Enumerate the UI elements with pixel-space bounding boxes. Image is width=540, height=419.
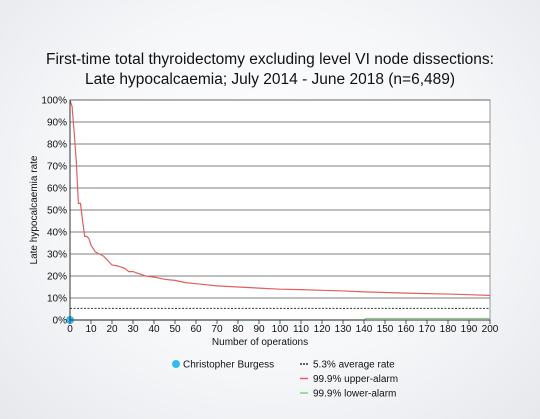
x-tick-label: 50 bbox=[169, 324, 181, 335]
y-tick-label: 30% bbox=[47, 250, 67, 261]
x-tick-label: 80 bbox=[232, 324, 244, 335]
series-line bbox=[69, 99, 491, 296]
x-tick-label: 40 bbox=[148, 324, 160, 335]
x-tick-label: 170 bbox=[419, 324, 436, 335]
x-tick-label: 110 bbox=[293, 324, 309, 335]
y-tick-label: 50% bbox=[47, 206, 67, 217]
x-tick-label: 140 bbox=[356, 324, 373, 335]
x-tick-label: 10 bbox=[85, 324, 97, 335]
y-tick-label: 40% bbox=[47, 228, 67, 239]
y-tick-label: 20% bbox=[47, 272, 67, 283]
x-tick-label: 90 bbox=[253, 324, 265, 335]
y-tick-label: 80% bbox=[47, 140, 67, 151]
x-tick-label: 100 bbox=[272, 324, 289, 335]
legend-label-series: 99.9% upper-alarm bbox=[313, 374, 398, 385]
x-tick-label: 120 bbox=[314, 324, 331, 335]
y-tick-label: 10% bbox=[47, 294, 67, 305]
x-tick-label: 30 bbox=[127, 324, 139, 335]
legend-marker-point bbox=[172, 360, 180, 368]
x-tick-label: 180 bbox=[440, 324, 457, 335]
legend-layer: Christopher Burgess 5.3% average rate 99.9… bbox=[172, 360, 398, 400]
y-axis-label: Late hypocalcaemia rate bbox=[29, 155, 40, 264]
y-tick-label: 70% bbox=[47, 162, 67, 173]
x-tick-label: 190 bbox=[461, 324, 478, 335]
x-tick-label: 200 bbox=[482, 324, 499, 335]
axis-layer: 0% 10% 20% 30% 40% 50% 60% 70% 80% 90% 100% 0 10 20 30… bbox=[29, 96, 499, 349]
x-tick-label: 70 bbox=[211, 324, 223, 335]
x-tick-label: 60 bbox=[190, 324, 202, 335]
legend-label-series: 99.9% lower-alarm bbox=[313, 389, 396, 400]
y-tick-label: 100% bbox=[41, 96, 67, 107]
y-tick-label: 0% bbox=[53, 316, 68, 327]
x-tick-label: 20 bbox=[106, 324, 118, 335]
legend-label-point: Christopher Burgess bbox=[183, 360, 274, 371]
chart-title-line1: First-time total thyroidectomy excluding… bbox=[46, 51, 494, 68]
y-tick-label: 90% bbox=[47, 118, 67, 129]
x-tick-label: 130 bbox=[335, 324, 352, 335]
chart-title: First-time total thyroidectomy excluding… bbox=[0, 50, 540, 90]
x-axis-label: Number of operations bbox=[212, 337, 308, 348]
grid-layer bbox=[69, 99, 491, 321]
x-tick-label: 160 bbox=[398, 324, 415, 335]
chart-title-line2: Late hypocalcaemia; July 2014 - June 201… bbox=[84, 71, 456, 88]
x-tick-label: 0 bbox=[67, 324, 73, 335]
y-tick-label: 60% bbox=[47, 184, 67, 195]
x-tick-label: 150 bbox=[377, 324, 394, 335]
legend-label-series: 5.3% average rate bbox=[313, 360, 395, 371]
